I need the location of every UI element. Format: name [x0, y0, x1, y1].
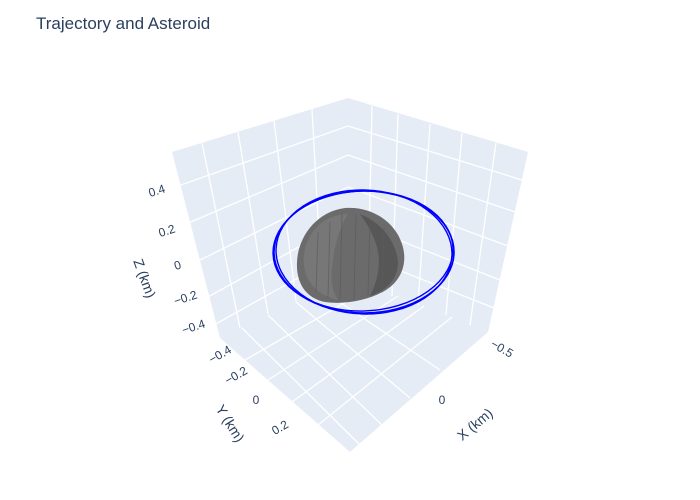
asteroid-shading [360, 214, 398, 296]
trajectory-orbit[interactable] [271, 187, 455, 317]
orbit-line-3 [272, 190, 454, 312]
x-axis-title: X (km) [454, 405, 496, 444]
z-tick-label: 0 [172, 257, 183, 272]
asteroid-mesh[interactable] [296, 207, 405, 303]
y-tick-label: 0 [253, 393, 260, 407]
chart-title: Trajectory and Asteroid [36, 14, 211, 33]
y-tick-label: 0.2 [269, 417, 291, 438]
z-axis-title: Z (km) [130, 257, 159, 300]
x-tick-label: 0 [439, 393, 446, 407]
z-tick-label: −0.4 [180, 316, 207, 337]
z-tick-label: 0.2 [157, 221, 178, 240]
floor [220, 278, 488, 452]
x-tick-label: −0.5 [488, 337, 516, 361]
y-tick-label: −0.2 [222, 363, 250, 387]
y-axis-title: Y (km) [213, 402, 248, 445]
z-tick-label: 0.4 [147, 181, 168, 200]
asteroid-highlight [303, 214, 348, 300]
z-tick-label: −0.2 [172, 287, 199, 308]
